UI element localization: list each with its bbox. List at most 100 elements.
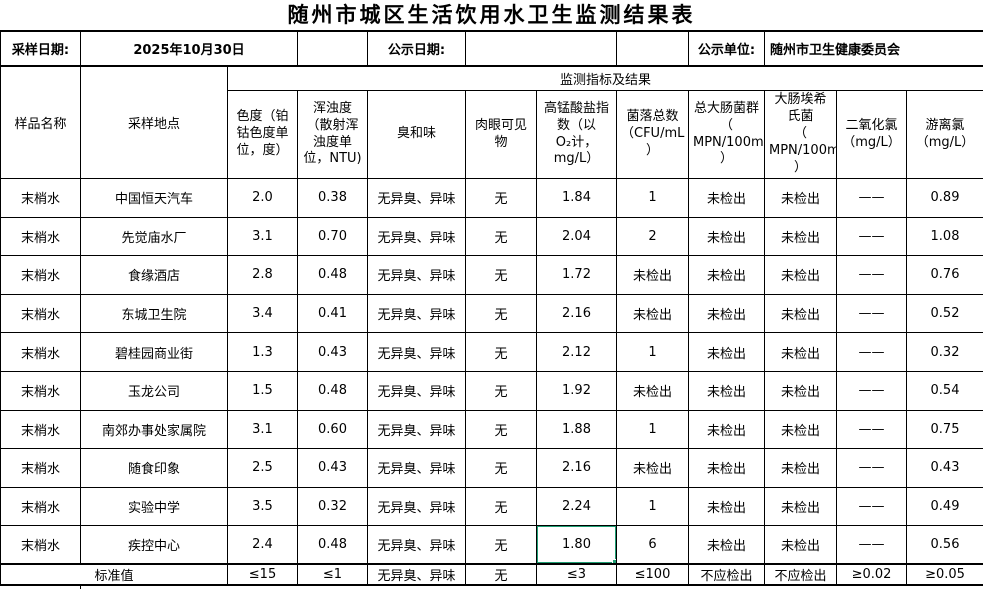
empty-cell[interactable] [297,32,368,67]
cell[interactable]: 2.4 [227,525,298,565]
cell[interactable]: 0.52 [905,293,983,334]
cell[interactable]: 末梢水 [0,216,81,257]
publish-unit-value[interactable]: 随州市卫生健康委员会 [763,32,983,67]
cell[interactable]: 未检出 [764,293,837,334]
cell[interactable]: 未检出 [688,409,765,450]
cell[interactable]: —— [836,178,907,218]
cell[interactable]: 0.48 [297,525,368,565]
cell[interactable]: 东城卫生院 [80,293,228,334]
sampling-date-value[interactable]: 2025年10月30日 [80,32,298,67]
cell[interactable]: 末梢水 [0,293,81,334]
cell[interactable]: 南郊办事处家属院 [80,409,228,450]
cell[interactable]: 先觉庙水厂 [80,216,228,257]
cell[interactable]: 无 [465,293,537,334]
cell[interactable]: 未检出 [764,370,837,411]
cell[interactable]: 2.16 [536,293,617,334]
cell[interactable]: 无异臭、异味 [367,448,466,488]
cell[interactable]: 未检出 [764,448,837,488]
cell[interactable]: 未检出 [764,178,837,218]
standard-value[interactable]: 无异臭、异味 [367,563,466,587]
col-header-visible-matter[interactable]: 肉眼可见 物 [465,90,537,179]
cell[interactable]: 0.56 [905,525,983,565]
cell[interactable]: 1 [616,486,689,527]
col-header-free-chlorine[interactable]: 游离氯 （mg/L） [905,90,983,179]
empty-cell[interactable] [616,32,689,67]
cell[interactable]: 2.5 [227,448,298,488]
cell[interactable]: 2.04 [536,216,617,257]
cell[interactable]: 无 [465,216,537,257]
cell[interactable]: 1.80 [536,525,617,565]
cell[interactable]: 未检出 [764,486,837,527]
cell[interactable]: 未检出 [616,293,689,334]
group-header-indicators[interactable]: 监测指标及结果 [226,65,983,91]
cell[interactable]: 未检出 [688,525,765,565]
standard-value[interactable]: ≤1 [297,563,368,587]
cell[interactable]: 无异臭、异味 [367,332,466,372]
cell[interactable]: 2.8 [227,255,298,295]
col-header-sample-name[interactable]: 样品名称 [0,65,81,179]
cell[interactable]: —— [836,216,907,257]
cell[interactable]: 中国恒天汽车 [80,178,228,218]
cell[interactable]: 无 [465,178,537,218]
standard-label[interactable]: 标准值 [0,563,228,587]
cell[interactable]: 无 [465,255,537,295]
cell[interactable]: 0.49 [905,486,983,527]
cell[interactable]: 3.1 [227,216,298,257]
col-header-e-coli[interactable]: 大肠埃希 氏菌 （ MPN/100mL ） [764,90,837,179]
cell[interactable]: 未检出 [764,525,837,565]
cell[interactable]: 疾控中心 [80,525,228,565]
cell[interactable]: 未检出 [688,178,765,218]
cell[interactable]: 0.32 [297,486,368,527]
standard-value[interactable]: ≥0.05 [905,563,983,587]
cell[interactable]: 无异臭、异味 [367,255,466,295]
cell[interactable]: 未检出 [616,448,689,488]
cell[interactable]: 0.48 [297,370,368,411]
cell[interactable]: 3.4 [227,293,298,334]
cell[interactable]: 末梢水 [0,448,81,488]
cell[interactable]: 实验中学 [80,486,228,527]
cell[interactable]: 0.60 [297,409,368,450]
cell[interactable]: 无异臭、异味 [367,370,466,411]
standard-value[interactable]: ≥0.02 [836,563,907,587]
cell[interactable]: 末梢水 [0,332,81,372]
publish-date-value[interactable] [465,32,617,67]
cell[interactable]: 未检出 [616,370,689,411]
cell[interactable]: 无异臭、异味 [367,486,466,527]
cell[interactable]: 未检出 [688,448,765,488]
cell[interactable]: 1.84 [536,178,617,218]
cell[interactable]: 无异臭、异味 [367,525,466,565]
cell[interactable]: 1.92 [536,370,617,411]
page-title[interactable]: 随州市城区生活饮用水卫生监测结果表 [0,0,983,32]
cell[interactable]: 无 [465,332,537,372]
cell[interactable]: —— [836,448,907,488]
publish-unit-label[interactable]: 公示单位: [688,32,765,67]
col-header-sampling-location[interactable]: 采样地点 [80,65,228,179]
cell[interactable]: —— [836,332,907,372]
cell[interactable]: 0.89 [905,178,983,218]
cell[interactable]: 无异臭、异味 [367,409,466,450]
cell[interactable]: 1.5 [227,370,298,411]
cell[interactable]: 无 [465,525,537,565]
cell[interactable]: 0.70 [297,216,368,257]
cell[interactable]: 0.41 [297,293,368,334]
cell[interactable]: 0.54 [905,370,983,411]
cell[interactable]: 无 [465,448,537,488]
cell[interactable]: 碧桂园商业街 [80,332,228,372]
cell[interactable]: 未检出 [688,370,765,411]
cell[interactable]: 0.76 [905,255,983,295]
cell[interactable]: 3.5 [227,486,298,527]
cell[interactable]: 2.12 [536,332,617,372]
cell[interactable]: 未检出 [616,255,689,295]
standard-value[interactable]: 不应检出 [764,563,837,587]
cell[interactable]: 0.43 [905,448,983,488]
cell[interactable]: 2.0 [227,178,298,218]
cell[interactable]: 无异臭、异味 [367,178,466,218]
cell[interactable]: 1.3 [227,332,298,372]
cell[interactable]: 未检出 [688,255,765,295]
cell[interactable]: 末梢水 [0,178,81,218]
cell[interactable]: 6 [616,525,689,565]
cell[interactable]: 1 [616,409,689,450]
standard-value[interactable]: 无 [465,563,537,587]
col-header-total-coliform[interactable]: 总大肠菌群 （ MPN/100mL ） [688,90,765,179]
cell[interactable]: —— [836,525,907,565]
